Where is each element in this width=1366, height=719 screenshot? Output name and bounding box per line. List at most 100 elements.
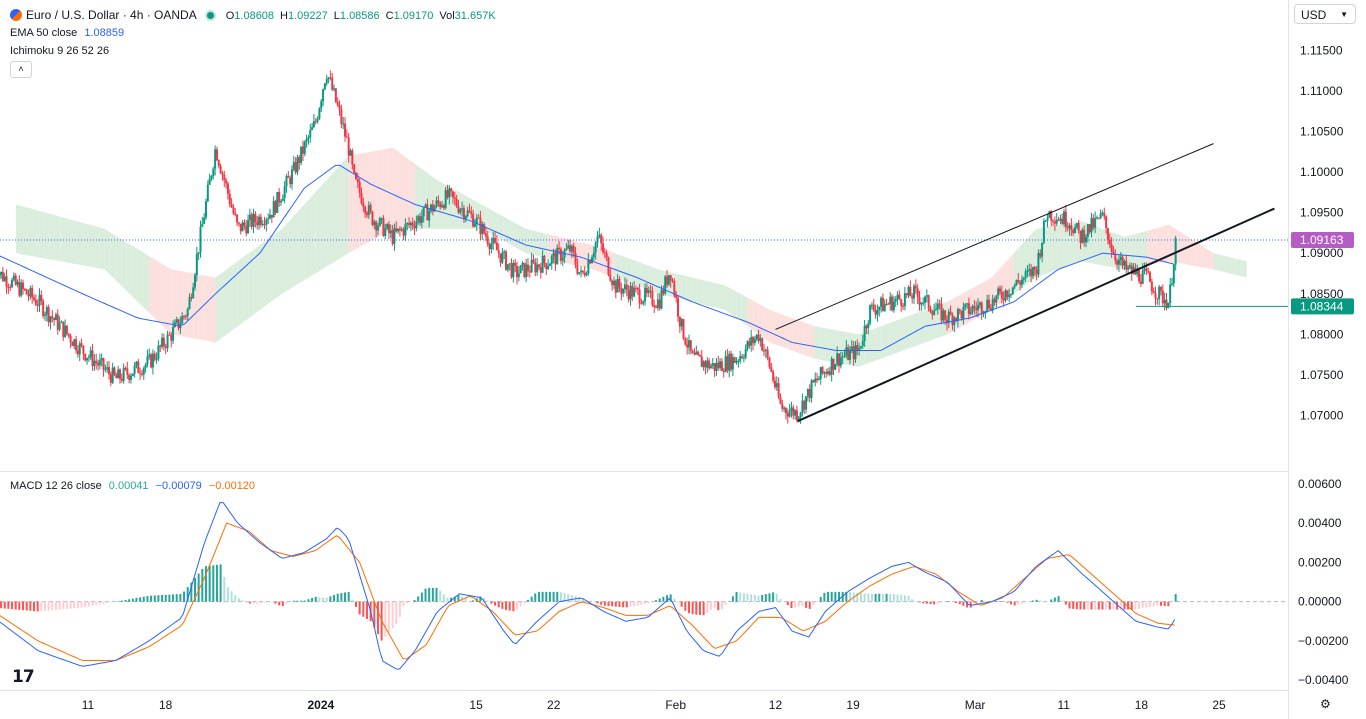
candle (697, 350, 700, 357)
macd-histogram-bar (102, 601, 105, 604)
candle-body (400, 229, 403, 231)
candle (296, 154, 299, 176)
ichimoku-cloud-segment (49, 213, 55, 261)
candle-body (772, 371, 775, 381)
candle-body (1161, 290, 1164, 304)
candle-body (195, 254, 198, 276)
gear-icon[interactable]: ⚙ (1320, 697, 1331, 711)
ichimoku-cloud-segment (1180, 231, 1186, 265)
candle (1057, 216, 1060, 221)
candle-body (519, 265, 522, 274)
candle (505, 249, 508, 271)
macd-histogram-bar (1105, 601, 1108, 610)
candle (636, 286, 639, 295)
candle-body (977, 304, 980, 311)
candle (91, 343, 94, 371)
candle-body (239, 223, 242, 232)
candle-body (1127, 267, 1130, 270)
candle (759, 334, 762, 347)
candle-body (1037, 252, 1040, 275)
candle-body (995, 295, 998, 303)
candle (210, 175, 213, 182)
candle-body (962, 306, 965, 319)
ichimoku-cloud-segment (381, 148, 388, 235)
candle-body (832, 358, 835, 370)
candle-body (311, 127, 314, 130)
candle (971, 304, 974, 315)
macd-histogram-bar (757, 595, 760, 602)
candle-body (925, 295, 928, 297)
last-price-tag-label: 1.09163 (1300, 233, 1344, 247)
candle (1039, 249, 1042, 259)
ichimoku-cloud-segment (15, 204, 22, 255)
channel-lower-line (797, 207, 1275, 423)
ema-legend[interactable]: EMA 50 close 1.08859 (10, 26, 124, 40)
candle (486, 230, 489, 247)
candle (451, 190, 454, 204)
candle (183, 314, 186, 320)
candle-body (91, 350, 94, 366)
macd-histogram-bar (618, 601, 621, 607)
candle-body (730, 353, 733, 370)
ichimoku-cloud-segment (298, 204, 305, 284)
macd-histogram-bar (1119, 601, 1122, 610)
macd-histogram-bar (373, 601, 376, 628)
candle (649, 285, 652, 299)
candle-body (907, 286, 910, 296)
candle (792, 404, 795, 420)
candle-body (691, 350, 694, 354)
candle-body (750, 337, 753, 346)
ichimoku-cloud-segment (653, 267, 660, 294)
macd-histogram-bar (1031, 600, 1034, 602)
candle (834, 363, 837, 371)
candle (543, 254, 546, 268)
chevron-up-icon[interactable]: ˄ (10, 61, 32, 78)
candle-body (737, 360, 740, 362)
macd-histogram-bar (556, 591, 559, 602)
candle-body (201, 223, 204, 227)
macd-legend[interactable]: MACD 12 26 close 0.00041 −0.00079 −0.001… (10, 479, 255, 493)
candle-body (252, 213, 255, 227)
candle-body (210, 175, 213, 179)
candle-body (51, 316, 54, 319)
candle (662, 285, 665, 296)
candle-body (863, 325, 866, 342)
ichimoku-cloud-segment (714, 282, 721, 309)
candle (362, 197, 365, 212)
candle-body (237, 222, 240, 224)
tradingview-logo[interactable]: 17 (12, 667, 35, 687)
candle-body (1015, 279, 1018, 286)
candle (312, 113, 315, 128)
candle-body (278, 192, 281, 203)
candle-body (183, 316, 186, 318)
ichimoku-cloud-segment (575, 241, 582, 267)
candle (109, 371, 112, 387)
candle-body (139, 372, 142, 374)
symbol-title[interactable]: Euro / U.S. Dollar · 4h · OANDA (26, 8, 197, 22)
candle-body (558, 247, 561, 249)
candle-body (1061, 218, 1064, 224)
candle (411, 217, 414, 231)
candle (1, 267, 4, 282)
candle (157, 340, 160, 362)
candle-body (731, 357, 734, 370)
candle-body (56, 314, 59, 330)
candle-body (177, 319, 180, 329)
candle-body (89, 350, 92, 358)
candle (814, 372, 817, 387)
candle (78, 340, 81, 362)
price-tick-label: 1.09000 (1300, 246, 1344, 260)
macd-histogram-bar (47, 601, 50, 611)
ichimoku-legend[interactable]: Ichimoku 9 26 52 26 (10, 44, 109, 58)
candle (534, 258, 537, 277)
ichimoku-cloud-segment (392, 147, 399, 229)
candle (894, 296, 897, 308)
candle (923, 295, 926, 310)
candle-body (605, 253, 608, 258)
candle-body (843, 355, 846, 357)
ichimoku-cloud-segment (282, 222, 288, 294)
candle (1163, 292, 1166, 311)
macd-histogram-bar (464, 598, 467, 602)
currency-select[interactable]: USD ▼ (1294, 4, 1356, 24)
